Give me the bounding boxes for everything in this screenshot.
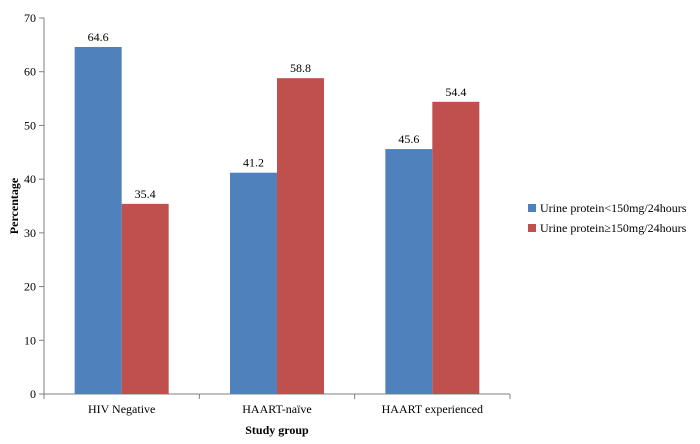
legend-label: Urine protein<150mg/24hours <box>540 201 687 215</box>
y-tick-label: 30 <box>24 226 36 240</box>
x-tick-label: HAART experienced <box>382 402 483 416</box>
y-tick-label: 70 <box>24 11 36 25</box>
bar <box>432 101 480 395</box>
y-tick-label: 10 <box>24 333 36 347</box>
y-tick-label: 40 <box>24 172 36 186</box>
data-label: 64.6 <box>88 30 109 44</box>
legend-swatch <box>528 204 536 212</box>
x-axis-ticks: HIV Negative HAART-naïve HAART experienced <box>43 394 511 416</box>
x-tick-label: HIV Negative <box>88 402 155 416</box>
data-labels: 64.6 35.4 41.2 58.8 45.6 54.4 <box>88 30 467 201</box>
legend: Urine protein<150mg/24hours Urine protein… <box>528 201 687 235</box>
y-tick-label: 20 <box>24 280 36 294</box>
x-axis-title: Study group <box>245 423 309 437</box>
data-label: 58.8 <box>290 61 311 75</box>
bar <box>121 203 169 394</box>
y-tick-label: 60 <box>24 65 36 79</box>
bar <box>385 149 433 394</box>
bar <box>230 172 277 394</box>
y-axis-ticks: 0 10 20 30 40 50 60 70 <box>24 11 44 401</box>
y-tick-label: 50 <box>24 118 36 132</box>
y-tick-label: 0 <box>30 387 36 401</box>
data-label: 45.6 <box>398 132 419 146</box>
bars <box>74 47 480 395</box>
y-axis-title: Percentage <box>7 177 21 234</box>
data-label: 35.4 <box>135 187 156 201</box>
data-label: 41.2 <box>243 156 264 170</box>
bar <box>277 78 324 394</box>
legend-label: Urine protein≥150mg/24hours <box>540 221 687 235</box>
bar <box>74 47 122 395</box>
data-label: 54.4 <box>445 85 466 99</box>
x-tick-label: HAART-naïve <box>242 402 312 416</box>
legend-swatch <box>528 224 536 232</box>
